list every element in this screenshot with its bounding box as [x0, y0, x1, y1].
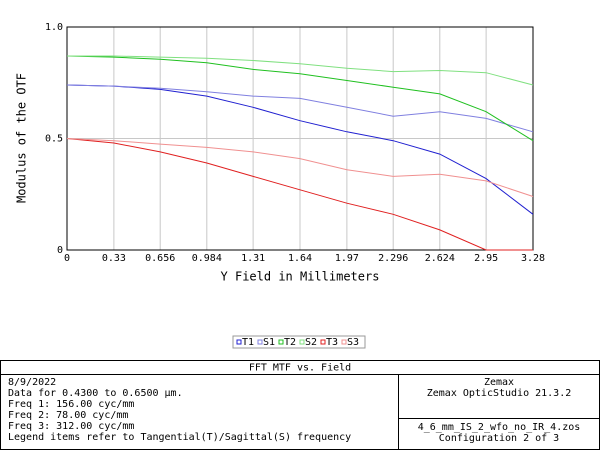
info-text: Freq 1: 156.00 cyc/mm: [8, 399, 134, 410]
info-text: Legend items refer to Tangential(T)/Sagi…: [8, 432, 351, 443]
info-text: Zemax: [484, 377, 514, 388]
info-text: 8/9/2022: [8, 377, 56, 388]
x-tick-label: 0.984: [192, 253, 222, 264]
legend-swatch: [299, 339, 305, 345]
info-text: Freq 3: 312.00 cyc/mm: [8, 421, 134, 432]
legend-label: S3: [347, 337, 359, 348]
legend-swatch: [341, 339, 347, 345]
x-axis-label: Y Field in Millimeters: [221, 270, 380, 284]
series-line: [66, 138, 534, 197]
x-tick-label: 1.31: [241, 253, 265, 264]
y-axis-label: Modulus of the OTF: [15, 73, 29, 203]
legend-swatch: [278, 339, 284, 345]
x-tick-label: 0.656: [145, 253, 175, 264]
series-line: [66, 55, 534, 142]
info-text: Freq 2: 78.00 cyc/mm: [8, 410, 128, 421]
x-tick-label: 3.28: [521, 253, 545, 264]
legend-swatch: [257, 339, 263, 345]
legend-frame: [232, 335, 366, 349]
x-tick-label: 2.296: [378, 253, 408, 264]
legend-label: S2: [305, 337, 317, 348]
legend-label: T3: [326, 337, 338, 348]
y-tick-label: 0: [57, 245, 63, 256]
legend-label: S1: [263, 337, 275, 348]
x-tick-label: 2.95: [474, 253, 498, 264]
series-line: [66, 138, 533, 251]
legend-swatch: [236, 339, 242, 345]
series-line: [67, 55, 534, 86]
legend-swatch: [320, 339, 326, 345]
info-text: Zemax OpticStudio 21.3.2: [427, 388, 572, 399]
x-tick-label: 1.97: [335, 253, 359, 264]
legend-label: T1: [242, 337, 254, 348]
info-text: Configuration 2 of 3: [439, 433, 559, 444]
info-text: 4_6_mm_IS_2_wfo_no_IR_4.zos: [418, 422, 581, 433]
legend-label: T2: [284, 337, 296, 348]
x-tick-label: 0: [64, 253, 70, 264]
x-tick-label: 0.33: [102, 253, 126, 264]
info-title: FFT MTF vs. Field: [249, 363, 351, 374]
x-tick-label: 1.64: [288, 253, 312, 264]
info-text: Data for 0.4300 to 0.6500 µm.: [8, 388, 183, 399]
y-tick-label: 0.5: [45, 134, 63, 145]
y-tick-label: 1.0: [45, 22, 63, 33]
series-line: [66, 84, 534, 133]
x-tick-label: 2.624: [425, 253, 455, 264]
series-line: [66, 84, 534, 215]
